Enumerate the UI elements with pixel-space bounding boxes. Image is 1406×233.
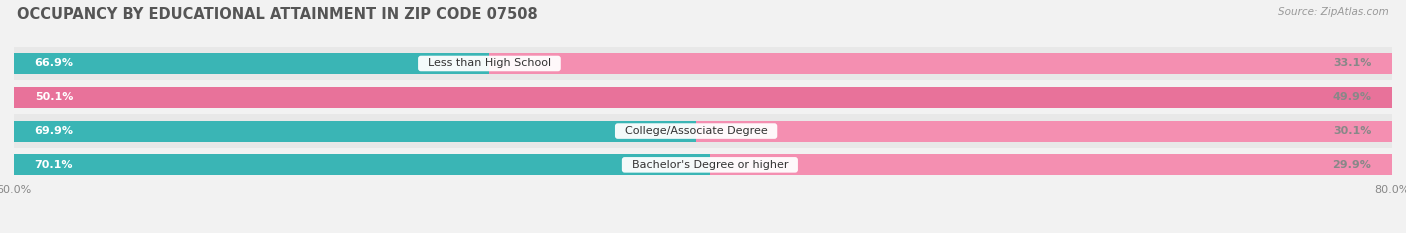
Bar — [14, 53, 489, 74]
Text: 70.1%: 70.1% — [35, 160, 73, 170]
Text: OCCUPANCY BY EDUCATIONAL ATTAINMENT IN ZIP CODE 07508: OCCUPANCY BY EDUCATIONAL ATTAINMENT IN Z… — [17, 7, 537, 22]
Bar — [14, 47, 1392, 80]
Bar — [0, 87, 14, 108]
Text: 66.9%: 66.9% — [35, 58, 73, 69]
Text: Bachelor's Degree or higher: Bachelor's Degree or higher — [624, 160, 796, 170]
Text: 29.9%: 29.9% — [1333, 160, 1371, 170]
Text: 30.1%: 30.1% — [1333, 126, 1371, 136]
Text: 49.9%: 49.9% — [1333, 92, 1371, 102]
Bar — [14, 154, 710, 175]
Bar — [14, 114, 1392, 148]
Text: 50.1%: 50.1% — [35, 92, 73, 102]
Bar — [14, 80, 1392, 114]
Bar — [489, 53, 1392, 74]
Bar — [710, 154, 1392, 175]
Legend: Owner-occupied, Renter-occupied: Owner-occupied, Renter-occupied — [581, 231, 825, 233]
Text: Source: ZipAtlas.com: Source: ZipAtlas.com — [1278, 7, 1389, 17]
Bar — [14, 148, 1392, 182]
Bar — [0, 87, 1392, 108]
Bar — [696, 121, 1392, 141]
Text: Less than High School: Less than High School — [420, 58, 558, 69]
Bar — [14, 121, 696, 141]
Text: College/Associate Degree: College/Associate Degree — [617, 126, 775, 136]
Text: 33.1%: 33.1% — [1333, 58, 1371, 69]
Text: 69.9%: 69.9% — [35, 126, 73, 136]
